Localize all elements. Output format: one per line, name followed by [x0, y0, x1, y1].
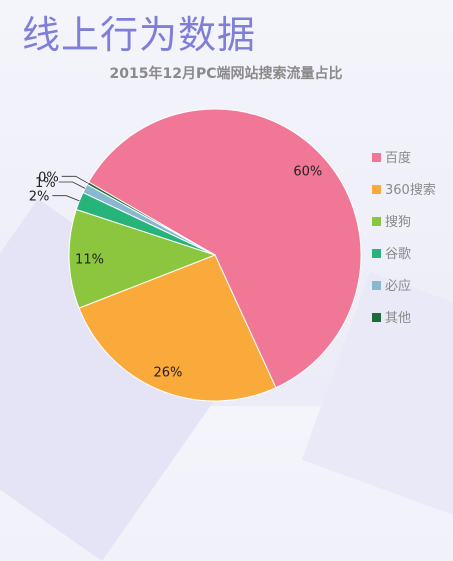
legend-item-5: 其他	[372, 311, 411, 326]
legend-label: 必应	[385, 278, 411, 294]
pie-slices	[68, 108, 362, 402]
pie-chart: 2015年12月PC端网站搜索流量占比 60% 26% 11% 2%1%0% 百度 36…	[29, 65, 436, 402]
legend-item-3: 谷歌	[372, 247, 411, 262]
data-labels: 60% 26% 11% 2%1%0%	[29, 165, 322, 381]
data-label-2: 11%	[75, 253, 104, 268]
chart-title: 2015年12月PC端网站搜索流量占比	[110, 65, 343, 82]
pie-slice-1	[78, 254, 277, 402]
legend-swatch	[372, 281, 381, 290]
legend-label: 谷歌	[385, 247, 411, 262]
leader-line-3	[52, 195, 80, 202]
data-label-5: 0%	[38, 170, 59, 185]
legend-swatch	[372, 185, 381, 194]
legend-swatch	[372, 217, 381, 226]
legend-item-0: 百度	[372, 150, 411, 166]
leader-line-5	[61, 175, 89, 184]
data-label-0: 60%	[293, 165, 322, 180]
legend-label: 百度	[385, 150, 411, 166]
legend-item-1: 360搜索	[372, 183, 436, 198]
legend-item-2: 搜狗	[372, 215, 411, 230]
legend-label: 其他	[385, 311, 411, 326]
legend-label: 360搜索	[385, 183, 436, 198]
pie-slice-0	[87, 108, 362, 389]
pie-slice-2	[68, 208, 217, 309]
data-label-1: 26%	[153, 365, 182, 380]
legend-item-4: 必应	[372, 278, 411, 294]
data-label-4: 1%	[35, 176, 56, 191]
label-leader-lines	[52, 175, 89, 202]
leader-line-4	[58, 181, 86, 189]
page-title: 线上行为数据	[22, 13, 257, 57]
legend-swatch	[372, 249, 381, 258]
legend-label: 搜狗	[385, 215, 411, 230]
data-label-3: 2%	[29, 190, 50, 205]
legend-swatch	[372, 153, 381, 162]
legend-swatch	[372, 313, 381, 322]
